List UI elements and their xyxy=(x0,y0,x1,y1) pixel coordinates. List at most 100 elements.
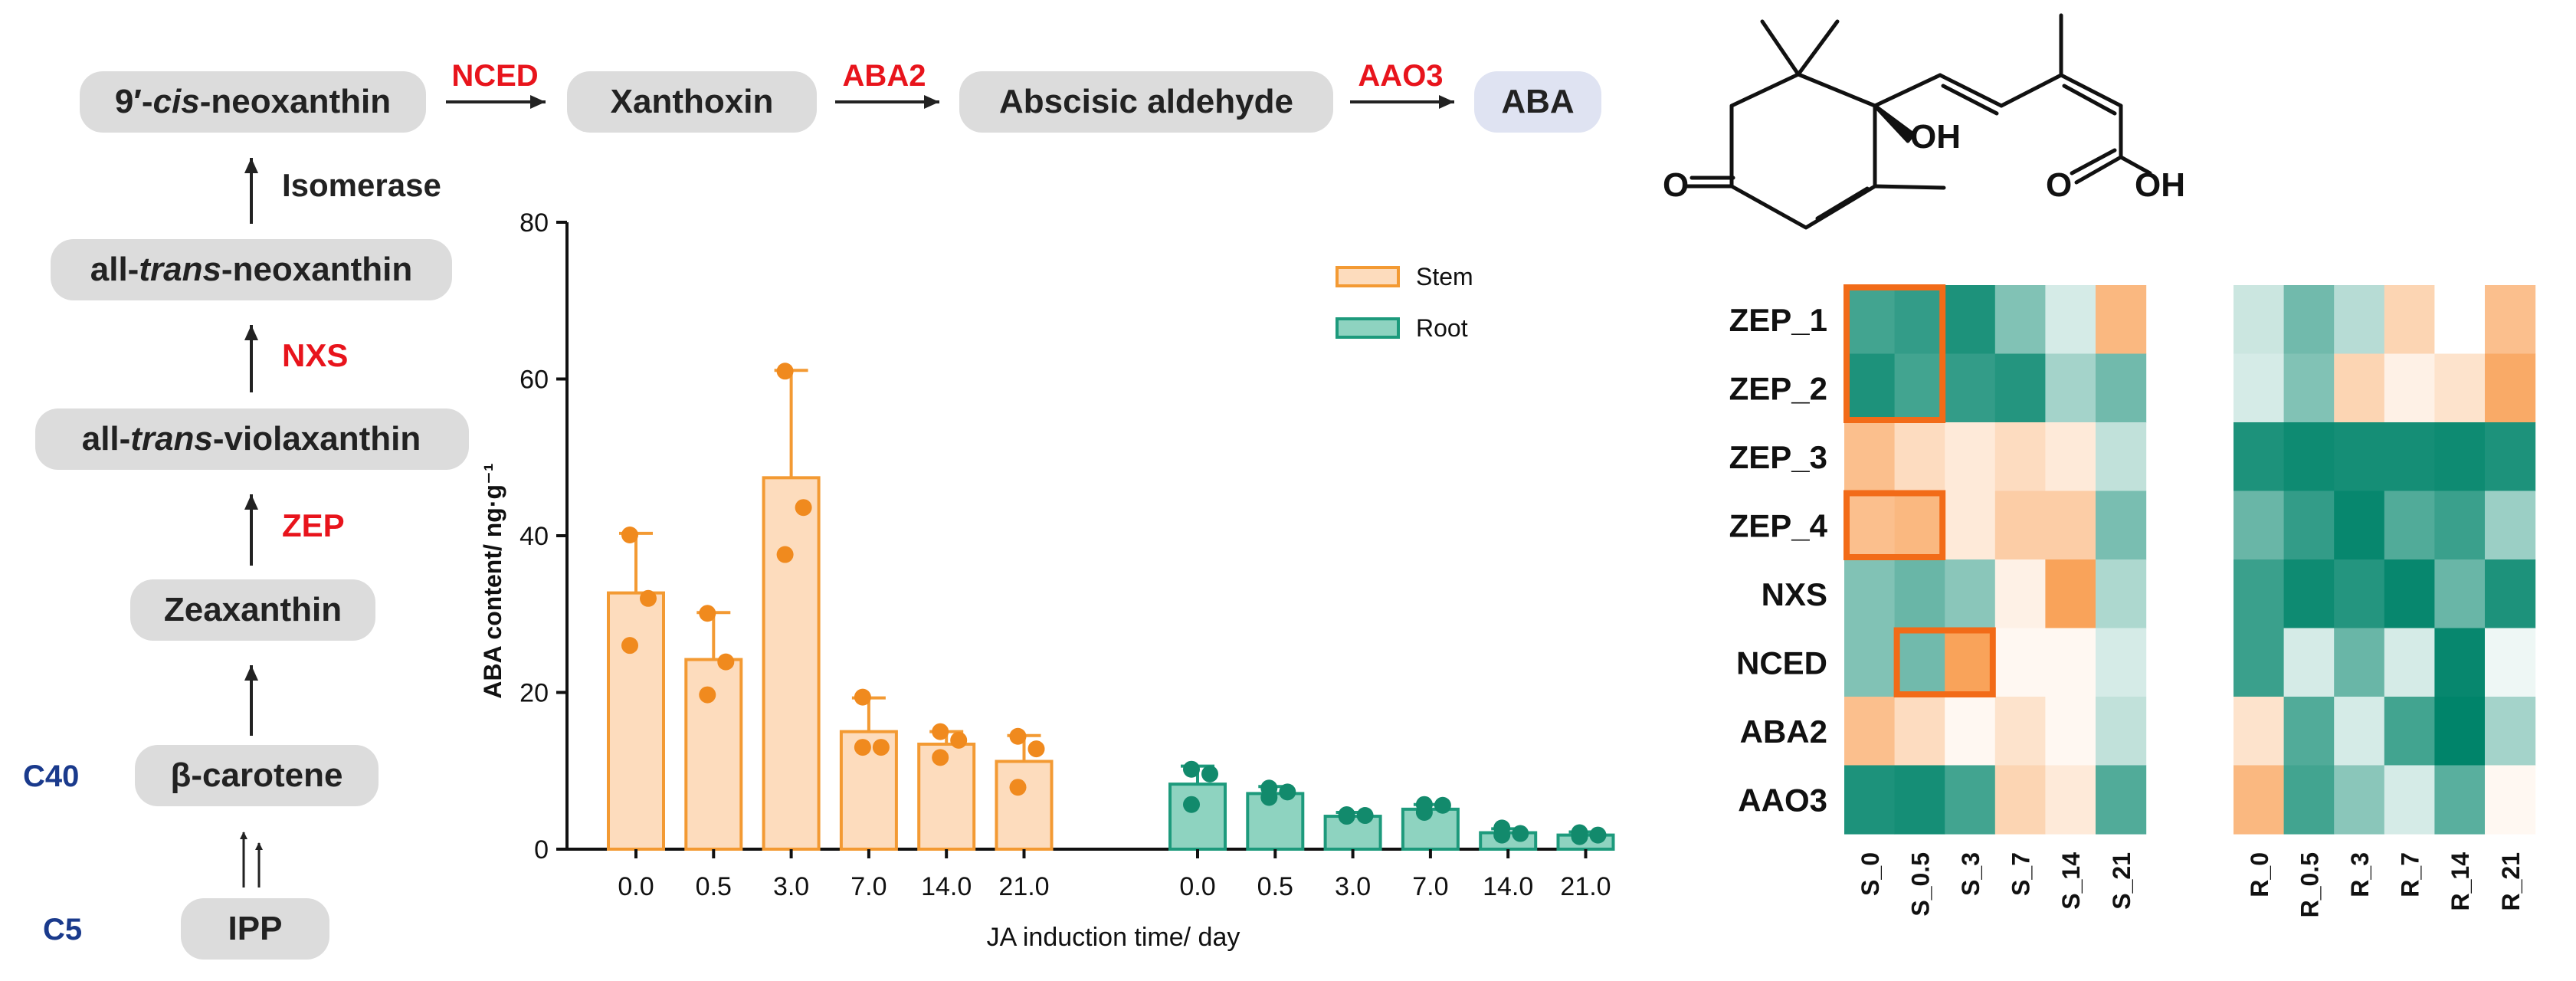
heatmap-cell-ZEP_2-R_3 xyxy=(2334,353,2385,423)
bar-chart-x-tick-label: 14.0 xyxy=(921,872,972,901)
heatmap-cell-AAO3-R_14 xyxy=(2434,765,2486,835)
heatmap-cell-ZEP_1-S_0.5 xyxy=(1894,285,1945,355)
bar-chart-y-tick-label: 80 xyxy=(519,208,549,238)
bar-stem-0.0 xyxy=(607,591,665,851)
heatmap-cell-ZEP_3-R_14 xyxy=(2434,422,2486,492)
heatmap-cell-NCED-R_21 xyxy=(2485,628,2536,697)
heatmap-cell-ZEP_1-R_7 xyxy=(2384,285,2435,355)
aba-chain-2-double xyxy=(1941,84,1999,116)
heatmap-column-label: S_0.5 xyxy=(1906,852,1934,917)
point-stem-0.0 xyxy=(640,589,657,607)
heatmap-cell-ZEP_2-S_3 xyxy=(1945,353,1996,423)
aba-methyl-1 xyxy=(1760,19,1801,77)
aba-ring xyxy=(1729,72,1877,230)
point-stem-3.0 xyxy=(776,363,794,380)
heatmap-cell-ZEP_4-R_14 xyxy=(2434,490,2486,560)
heatmap-column-labels: S_0 S_0.5 S_3 S_7 S_14 S_21 R_0 R_0.5 R_3 R_7 R_14… xyxy=(1857,852,2525,918)
heatmap-column-label: R_21 xyxy=(2497,852,2525,911)
point-stem-21.0 xyxy=(1009,727,1027,745)
heatmap-cell-ABA2-R_3 xyxy=(2334,697,2385,766)
heatmap-cell-AAO3-R_21 xyxy=(2485,765,2536,835)
node-9cis-neoxanthin: 9′-cis-neoxanthin xyxy=(115,83,391,120)
heatmap-cell-NXS-S_7 xyxy=(1994,559,2046,629)
enzyme-zep: ZEP xyxy=(282,507,345,543)
heatmap-cell-NCED-R_0.5 xyxy=(2283,628,2335,697)
enzyme-aba2: ABA2 xyxy=(843,59,926,93)
heatmap-cell-ZEP_3-R_21 xyxy=(2485,422,2536,492)
heatmap-cell-ZEP_2-R_14 xyxy=(2434,353,2486,423)
heatmap-cell-ZEP_3-S_0 xyxy=(1844,422,1896,492)
heatmap-column-label: R_0.5 xyxy=(2296,852,2323,917)
heatmap-cell-ZEP_1-R_14 xyxy=(2434,285,2486,355)
heatmap-cell-ZEP_3-S_7 xyxy=(1994,422,2046,492)
heatmap-cell-ABA2-R_21 xyxy=(2485,697,2536,766)
heatmap-cell-NCED-S_7 xyxy=(1994,628,2046,697)
heatmap-column-label: S_0 xyxy=(1857,852,1884,896)
heatmap-cell-ZEP_2-R_0.5 xyxy=(2283,353,2335,423)
point-root-14.0 xyxy=(1512,825,1529,842)
heatmap-row-label: ZEP_2 xyxy=(1729,370,1827,406)
node-box-all-trans-violaxanthin xyxy=(35,408,469,470)
point-stem-14.0 xyxy=(950,731,968,749)
heatmap-cell-ZEP_4-R_7 xyxy=(2384,490,2435,560)
heatmap-row-label: ABA2 xyxy=(1740,714,1827,750)
aba-cooh-oh-label: OH xyxy=(2135,166,2185,204)
heatmap-cell-AAO3-R_0 xyxy=(2234,765,2285,835)
bar-chart-y-tick-label: 60 xyxy=(519,366,549,395)
label-c40: C40 xyxy=(23,760,79,793)
heatmap-cell-NXS-S_0 xyxy=(1844,559,1896,629)
heatmap-cell-ZEP_4-S_21 xyxy=(2096,490,2147,560)
aba-chemical-structure xyxy=(1683,13,2152,230)
heatmap-row-label: AAO3 xyxy=(1738,782,1827,818)
node-box-xanthoxin xyxy=(567,71,817,133)
heatmap-cell-ZEP_3-S_14 xyxy=(2045,422,2096,492)
heatmap-cell-ZEP_3-R_0 xyxy=(2234,422,2285,492)
heatmap-cell-NCED-S_0.5 xyxy=(1894,628,1945,697)
heatmap-cell-NCED-R_14 xyxy=(2434,628,2486,697)
heatmap-cell-ZEP_1-S_0 xyxy=(1844,285,1896,355)
heatmap-cell-ZEP_2-S_7 xyxy=(1994,353,2046,423)
heatmap-cell-ABA2-S_21 xyxy=(2096,697,2147,766)
aba-chain-3 xyxy=(1999,73,2063,108)
heatmap-cell-ZEP_4-S_7 xyxy=(1994,490,2046,560)
heatmap-cell-ABA2-S_3 xyxy=(1945,697,1996,766)
node-all-trans-neoxanthin: all-trans-neoxanthin xyxy=(90,251,413,288)
aba-content-bar-chart: 0 20 40 60 80 0.0 0.5 3.0 7.0 14.0 21.0 0.0 0.5 3.0 7… xyxy=(479,208,1615,952)
heatmap-cell-AAO3-S_7 xyxy=(1994,765,2046,835)
heatmap-cell-ZEP_1-R_0.5 xyxy=(2283,285,2335,355)
enzyme-nxs: NXS xyxy=(282,337,348,373)
heatmap-root-panel xyxy=(2234,285,2536,835)
aba-methyl-2 xyxy=(1796,19,1840,77)
heatmap-cell-ZEP_4-S_0 xyxy=(1844,490,1896,560)
heatmap-cell-NCED-R_7 xyxy=(2384,628,2435,697)
aba-chain-1 xyxy=(1873,73,1942,108)
heatmap-cell-NCED-S_3 xyxy=(1945,628,1996,697)
heatmap-column-label: R_7 xyxy=(2397,852,2424,897)
point-root-21.0 xyxy=(1571,828,1588,845)
heatmap-cell-ABA2-S_14 xyxy=(2045,697,2096,766)
heatmap-column-label: S_3 xyxy=(1957,852,1984,896)
aba-chain-2 xyxy=(1938,73,2004,108)
heatmap-row-label: ZEP_4 xyxy=(1729,507,1828,543)
bar-chart-x-tick-label: 0.0 xyxy=(618,872,654,901)
enzyme-aao3: AAO3 xyxy=(1358,59,1443,93)
heatmap-row-label: ZEP_1 xyxy=(1729,302,1827,338)
aba-oh-wedge xyxy=(1873,103,1916,143)
aba-hydroxyl-bond xyxy=(2119,155,2152,176)
heatmap-cell-ZEP_1-S_14 xyxy=(2045,285,2096,355)
heatmap-highlight-box-1 xyxy=(1844,284,1946,423)
heatmap-cell-NXS-R_21 xyxy=(2485,559,2536,629)
heatmap-cell-AAO3-S_0 xyxy=(1844,765,1896,835)
point-stem-21.0 xyxy=(1027,740,1045,758)
heatmap-cell-ZEP_3-R_7 xyxy=(2384,422,2435,492)
heatmap-cell-ZEP_3-S_3 xyxy=(1945,422,1996,492)
bar-chart-legend: Stem Root xyxy=(1336,263,1473,342)
node-xanthoxin: Xanthoxin xyxy=(611,83,774,120)
heatmap-highlight-box-2 xyxy=(1844,490,1946,560)
heatmap-cell-NXS-R_3 xyxy=(2334,559,2385,629)
heatmap-cell-ZEP_2-S_14 xyxy=(2045,353,2096,423)
heatmap-cell-ZEP_3-S_0.5 xyxy=(1894,422,1945,492)
point-stem-7.0 xyxy=(854,739,871,756)
heatmap-cell-NXS-R_0 xyxy=(2234,559,2285,629)
point-stem-3.0 xyxy=(776,546,794,563)
